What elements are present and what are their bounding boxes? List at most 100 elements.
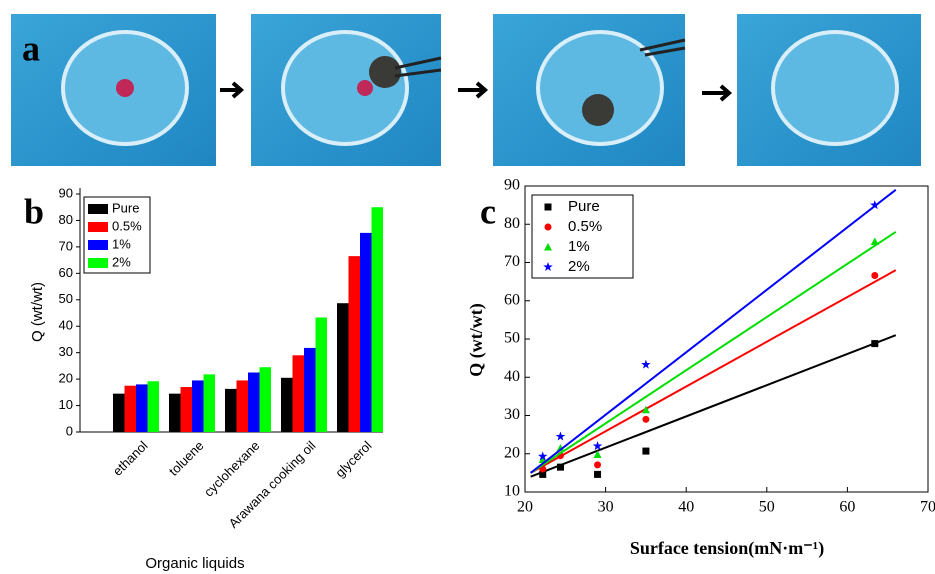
bar bbox=[360, 232, 372, 432]
y-tick-label: 40 bbox=[59, 318, 73, 333]
bar bbox=[371, 207, 383, 432]
y-tick-label: 20 bbox=[504, 444, 520, 461]
y-tick-label: 40 bbox=[504, 368, 520, 385]
y-tick-label: 10 bbox=[504, 483, 520, 500]
panel-label: c bbox=[480, 191, 496, 231]
x-axis-label: Surface tension(mN·m⁻¹) bbox=[630, 538, 824, 559]
bar bbox=[113, 393, 125, 432]
y-tick-label: 70 bbox=[59, 238, 73, 253]
marker bbox=[594, 470, 602, 478]
marker bbox=[641, 405, 650, 414]
marker bbox=[537, 451, 548, 461]
legend-swatch bbox=[88, 240, 108, 250]
x-tick-label: ethanol bbox=[110, 438, 151, 479]
bar bbox=[180, 387, 192, 432]
legend-label: Pure bbox=[568, 198, 600, 215]
marker bbox=[642, 415, 650, 423]
dish bbox=[771, 30, 899, 146]
fit-line bbox=[530, 269, 897, 474]
bar bbox=[348, 256, 360, 432]
fit-line bbox=[530, 334, 897, 478]
marker bbox=[871, 272, 879, 280]
bar bbox=[236, 380, 248, 432]
y-tick-label: 50 bbox=[504, 330, 520, 347]
bar bbox=[304, 347, 316, 432]
x-tick-label: 50 bbox=[759, 499, 775, 516]
bar bbox=[292, 355, 304, 432]
y-tick-label: 80 bbox=[504, 215, 520, 232]
y-tick-label: 10 bbox=[59, 397, 73, 412]
y-tick-label: 30 bbox=[59, 344, 73, 359]
marker bbox=[593, 450, 602, 459]
bar bbox=[169, 393, 181, 432]
legend-label: 1% bbox=[112, 236, 131, 251]
bar bbox=[337, 303, 349, 432]
y-tick-label: 80 bbox=[59, 212, 73, 227]
arrow bbox=[458, 81, 489, 99]
x-tick-label: 70 bbox=[920, 499, 935, 516]
marker bbox=[556, 444, 565, 452]
legend-label: 2% bbox=[112, 254, 131, 269]
y-tick-label: 70 bbox=[504, 253, 520, 270]
marker bbox=[871, 340, 879, 348]
marker bbox=[642, 447, 650, 455]
legend-marker bbox=[544, 223, 552, 231]
x-axis-label: Organic liquids bbox=[145, 555, 244, 572]
dish bbox=[281, 30, 409, 146]
legend-swatch bbox=[88, 258, 108, 268]
bar bbox=[281, 377, 293, 432]
tweezers bbox=[394, 56, 442, 78]
y-axis-label: Q (wt/wt) bbox=[466, 303, 487, 376]
marker bbox=[594, 461, 602, 469]
panel-label: a bbox=[22, 28, 40, 68]
bar bbox=[147, 381, 159, 432]
y-tick-label: 20 bbox=[59, 371, 73, 386]
legend-swatch bbox=[88, 222, 108, 232]
x-tick-label: 30 bbox=[598, 499, 614, 516]
arrow bbox=[220, 81, 245, 99]
bar bbox=[192, 380, 204, 432]
legend-marker bbox=[543, 262, 553, 272]
y-tick-label: 60 bbox=[59, 265, 73, 280]
bar bbox=[225, 388, 237, 432]
marker bbox=[539, 465, 547, 473]
legend-label: 1% bbox=[568, 238, 590, 255]
marker bbox=[539, 470, 547, 478]
x-tick-label: 60 bbox=[839, 499, 855, 516]
legend-swatch bbox=[88, 204, 108, 214]
marker bbox=[556, 463, 564, 471]
y-tick-label: 30 bbox=[504, 406, 520, 423]
bar bbox=[259, 367, 271, 432]
marker bbox=[641, 359, 651, 369]
x-tick-label: cyclohexane bbox=[201, 438, 263, 500]
marker bbox=[592, 441, 603, 451]
panel-label: b bbox=[24, 191, 44, 231]
marker bbox=[555, 431, 566, 441]
x-tick-label: toluene bbox=[166, 438, 207, 479]
y-axis-label: Q (wt/wt) bbox=[29, 282, 46, 342]
legend-marker bbox=[544, 243, 552, 251]
tweezers bbox=[639, 38, 686, 57]
legend-label: 2% bbox=[568, 258, 590, 275]
legend-label: 0.5% bbox=[112, 218, 142, 233]
x-tick-label: glycerol bbox=[332, 438, 374, 480]
y-tick-label: 90 bbox=[504, 177, 520, 194]
y-tick-label: 90 bbox=[59, 185, 73, 200]
y-tick-label: 0 bbox=[66, 423, 73, 438]
legend-marker bbox=[544, 203, 552, 211]
legend-label: Pure bbox=[112, 200, 139, 215]
bar bbox=[315, 317, 327, 432]
marker bbox=[870, 237, 879, 245]
y-tick-label: 60 bbox=[504, 291, 520, 308]
fit-line bbox=[530, 189, 897, 474]
fit-line bbox=[530, 231, 897, 474]
bar bbox=[203, 374, 215, 432]
legend-label: 0.5% bbox=[568, 218, 602, 235]
x-tick-label: 40 bbox=[678, 499, 694, 516]
dish bbox=[536, 30, 664, 146]
bar bbox=[248, 372, 260, 432]
sponge bbox=[582, 94, 614, 126]
x-tick-label: 20 bbox=[517, 499, 533, 516]
